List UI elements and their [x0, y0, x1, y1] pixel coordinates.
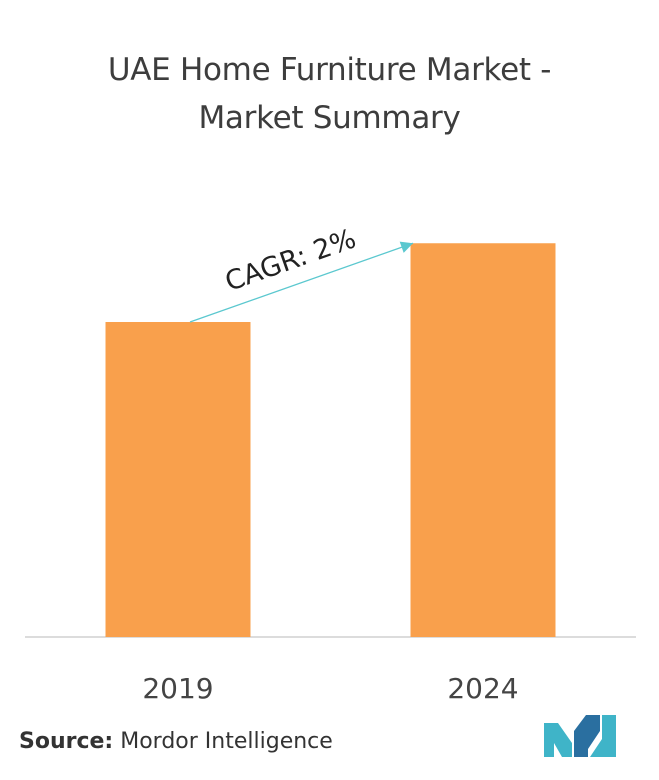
bar-2024	[410, 243, 556, 637]
cagr-arrow-head	[399, 241, 413, 253]
source-name: Mordor Intelligence	[120, 729, 333, 754]
source-label: Source:	[19, 729, 114, 754]
source-note: Source: Mordor Intelligence	[19, 729, 333, 754]
bar-2019	[105, 322, 251, 637]
chart-title-line-2: Market Summary	[198, 100, 461, 136]
cagr-arrow-line	[189, 242, 414, 323]
x-tick-label-2019: 2019	[142, 672, 213, 705]
x-tick-label-2024: 2024	[447, 672, 518, 705]
chart-title: UAE Home Furniture Market - Market Summa…	[0, 46, 659, 142]
mordor-intelligence-logo-icon	[544, 715, 616, 757]
chart-title-line-1: UAE Home Furniture Market -	[107, 52, 552, 88]
